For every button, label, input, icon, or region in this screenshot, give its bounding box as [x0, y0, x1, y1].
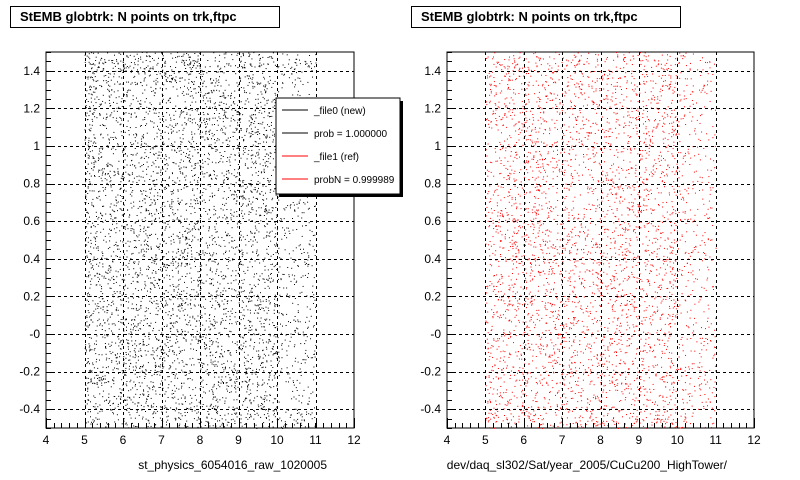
legend-entry-label: probN = 0.999989: [314, 175, 395, 186]
x-axis-title: dev/daq_sl302/Sat/year_2005/CuCu200_High…: [447, 458, 728, 472]
legend-entry-label: prob = 1.000000: [314, 129, 388, 140]
y-tick-label: 1.2: [424, 101, 441, 115]
series-points-right: [485, 52, 717, 429]
x-tick-label: 9: [636, 433, 643, 447]
plot-frame: [446, 51, 755, 429]
x-tick-label: 8: [597, 433, 604, 447]
chart-title-right: StEMB globtrk: N points on trk,ftpc: [411, 6, 681, 28]
y-tick-label: -0.4: [19, 402, 40, 416]
y-tick-label: 0.2: [23, 289, 40, 303]
y-tick-label: -0: [430, 327, 441, 341]
axis-ticks: [447, 52, 755, 429]
x-tick-label: 6: [120, 433, 127, 447]
y-tick-label: 0.6: [23, 214, 40, 228]
legend: _file0 (new) prob = 1.000000 _file1 (ref) p…: [275, 97, 403, 197]
plot-panel-right: 4 5 6 7 8 9 10 11 12 -0.4 -0.2 -0 0.2 0.4 0.6 0.8 1 1.2 1.…: [420, 51, 761, 472]
y-tick-label: 0.8: [424, 177, 441, 191]
x-tick-label: 11: [709, 433, 722, 447]
legend-entry-label: _file1 (ref): [313, 152, 359, 163]
chart-title-left: StEMB globtrk: N points on trk,ftpc: [10, 6, 280, 28]
x-tick-label: 12: [747, 433, 761, 447]
legend-box: [275, 97, 401, 195]
y-tick-label: -0.4: [420, 402, 441, 416]
series-points-left: [84, 52, 317, 429]
x-tick-label: 8: [197, 433, 204, 447]
grid-lines: [447, 52, 754, 428]
x-tick-label: 4: [444, 433, 451, 447]
x-tick-label: 10: [270, 433, 284, 447]
axis-ticks: [46, 52, 355, 429]
x-tick-label: 12: [347, 433, 361, 447]
x-tick-label: 6: [520, 433, 527, 447]
x-tick-label: 7: [158, 433, 165, 447]
y-tick-label: 1.2: [23, 101, 40, 115]
x-axis-title: st_physics_6054016_raw_1020005: [138, 458, 327, 472]
legend-entry-label: _file0 (new): [313, 106, 366, 117]
plot-panel-left: 4 5 6 7 8 9 10 11 12 -0.4 -0.2 -0 0.2 0.4 0.6 0.8 1 1.2 1.…: [19, 51, 403, 472]
x-tick-label: 10: [671, 433, 685, 447]
y-tick-label: 0.2: [424, 289, 441, 303]
x-tick-label: 9: [235, 433, 242, 447]
y-tick-label: 0.8: [23, 177, 40, 191]
y-tick-label: 1.4: [23, 64, 40, 78]
grid-lines: [46, 52, 354, 428]
x-tick-label: 5: [482, 433, 489, 447]
y-tick-label: 0.6: [424, 214, 441, 228]
y-tick-label: 0.4: [23, 252, 40, 266]
y-tick-label: -0.2: [19, 365, 40, 379]
y-tick-label: 1: [434, 139, 441, 153]
y-tick-label: 1.4: [424, 64, 441, 78]
x-tick-label: 11: [309, 433, 322, 447]
y-tick-label: 0.4: [424, 252, 441, 266]
y-tick-label: 1: [33, 139, 40, 153]
x-tick-label: 5: [81, 433, 88, 447]
x-tick-label: 4: [43, 433, 50, 447]
x-tick-label: 7: [559, 433, 566, 447]
y-tick-label: -0.2: [420, 365, 441, 379]
y-tick-label: -0: [29, 327, 40, 341]
